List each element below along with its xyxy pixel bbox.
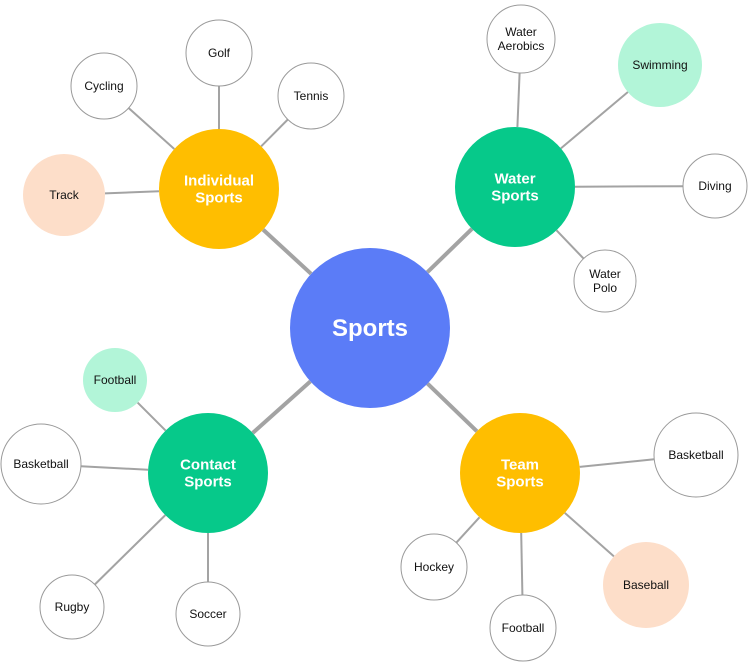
leaf-golf: Golf: [186, 20, 252, 86]
leaf-baseball-label: Baseball: [623, 578, 669, 592]
hub-team-sports-label-line-1: Team: [501, 457, 539, 474]
leaf-diving: Diving: [683, 154, 747, 218]
edge-team-to-team-basketball: [580, 459, 655, 467]
edge-water-to-swimming: [561, 92, 628, 148]
leaf-water-aerobics-label-line-2: Aerobics: [498, 39, 545, 53]
leaf-contact-basketball-label: Basketball: [13, 457, 68, 471]
leaf-water-polo-label-line-1: Water: [589, 267, 621, 281]
leaf-tennis: Tennis: [278, 63, 344, 129]
hub-water-sports-label-line-1: Water: [494, 171, 535, 188]
edge-center-to-water: [427, 229, 472, 272]
leaf-water-aerobics-label-line-1: Water: [505, 25, 537, 39]
leaf-swimming: Swimming: [618, 23, 702, 107]
leaf-contact-basketball: Basketball: [1, 424, 81, 504]
center-node-sports: Sports: [290, 248, 450, 408]
edge-team-to-hockey: [456, 517, 479, 542]
leaf-contact-football: Football: [83, 348, 147, 412]
edge-contact-to-contact-football: [138, 403, 166, 431]
hub-individual-sports-label-line-2: Sports: [195, 190, 243, 207]
leaf-tennis-label: Tennis: [294, 89, 329, 103]
edge-center-to-individual: [263, 230, 311, 274]
edge-individual-to-tennis: [261, 120, 288, 147]
center-node-sports-label: Sports: [332, 315, 408, 342]
leaf-rugby: Rugby: [40, 575, 104, 639]
leaf-team-basketball-label: Basketball: [668, 448, 723, 462]
edge-contact-to-contact-basketball: [81, 466, 148, 470]
leaf-contact-football-label: Football: [94, 373, 137, 387]
edge-water-to-water-polo: [557, 230, 584, 258]
leaf-team-football-label: Football: [502, 621, 545, 635]
leaf-cycling-label: Cycling: [84, 79, 123, 93]
hub-contact-sports-label-line-1: Contact: [180, 457, 236, 474]
leaf-hockey-label: Hockey: [414, 560, 454, 574]
leaf-golf-label: Golf: [208, 46, 231, 60]
leaf-swimming-label: Swimming: [632, 58, 687, 72]
hub-water-sports-label-line-2: Sports: [491, 188, 539, 205]
leaf-team-football: Football: [490, 595, 556, 661]
edge-center-to-team: [428, 384, 477, 432]
edge-team-to-team-football: [521, 533, 522, 595]
leaf-soccer-label: Soccer: [189, 607, 226, 621]
leaf-hockey: Hockey: [401, 534, 467, 600]
leaf-cycling: Cycling: [71, 53, 137, 119]
leaf-track: Track: [23, 154, 105, 236]
leaf-diving-label: Diving: [698, 179, 731, 193]
leaf-soccer: Soccer: [176, 582, 240, 646]
leaf-track-label: Track: [49, 188, 80, 202]
leaf-baseball: Baseball: [603, 542, 689, 628]
leaf-rugby-label: Rugby: [55, 600, 90, 614]
edge-center-to-contact: [253, 381, 311, 433]
edge-water-to-water-aerobics: [517, 73, 519, 127]
leaf-water-polo-label-line-2: Polo: [593, 281, 617, 295]
hub-individual-sports-label-line-1: Individual: [184, 173, 254, 190]
hub-team-sports-label-line-2: Sports: [496, 474, 544, 491]
edge-individual-to-track: [105, 191, 159, 193]
leaf-team-basketball: Basketball: [654, 413, 738, 497]
edge-individual-to-cycling: [129, 108, 175, 149]
edge-water-to-diving: [575, 186, 683, 187]
bubble-nodes: SportsIndividualSportsWaterSportsContact…: [1, 5, 747, 661]
hub-contact-sports-label-line-2: Sports: [184, 474, 232, 491]
edge-contact-to-rugby: [95, 515, 166, 584]
edge-team-to-baseball: [565, 513, 614, 557]
